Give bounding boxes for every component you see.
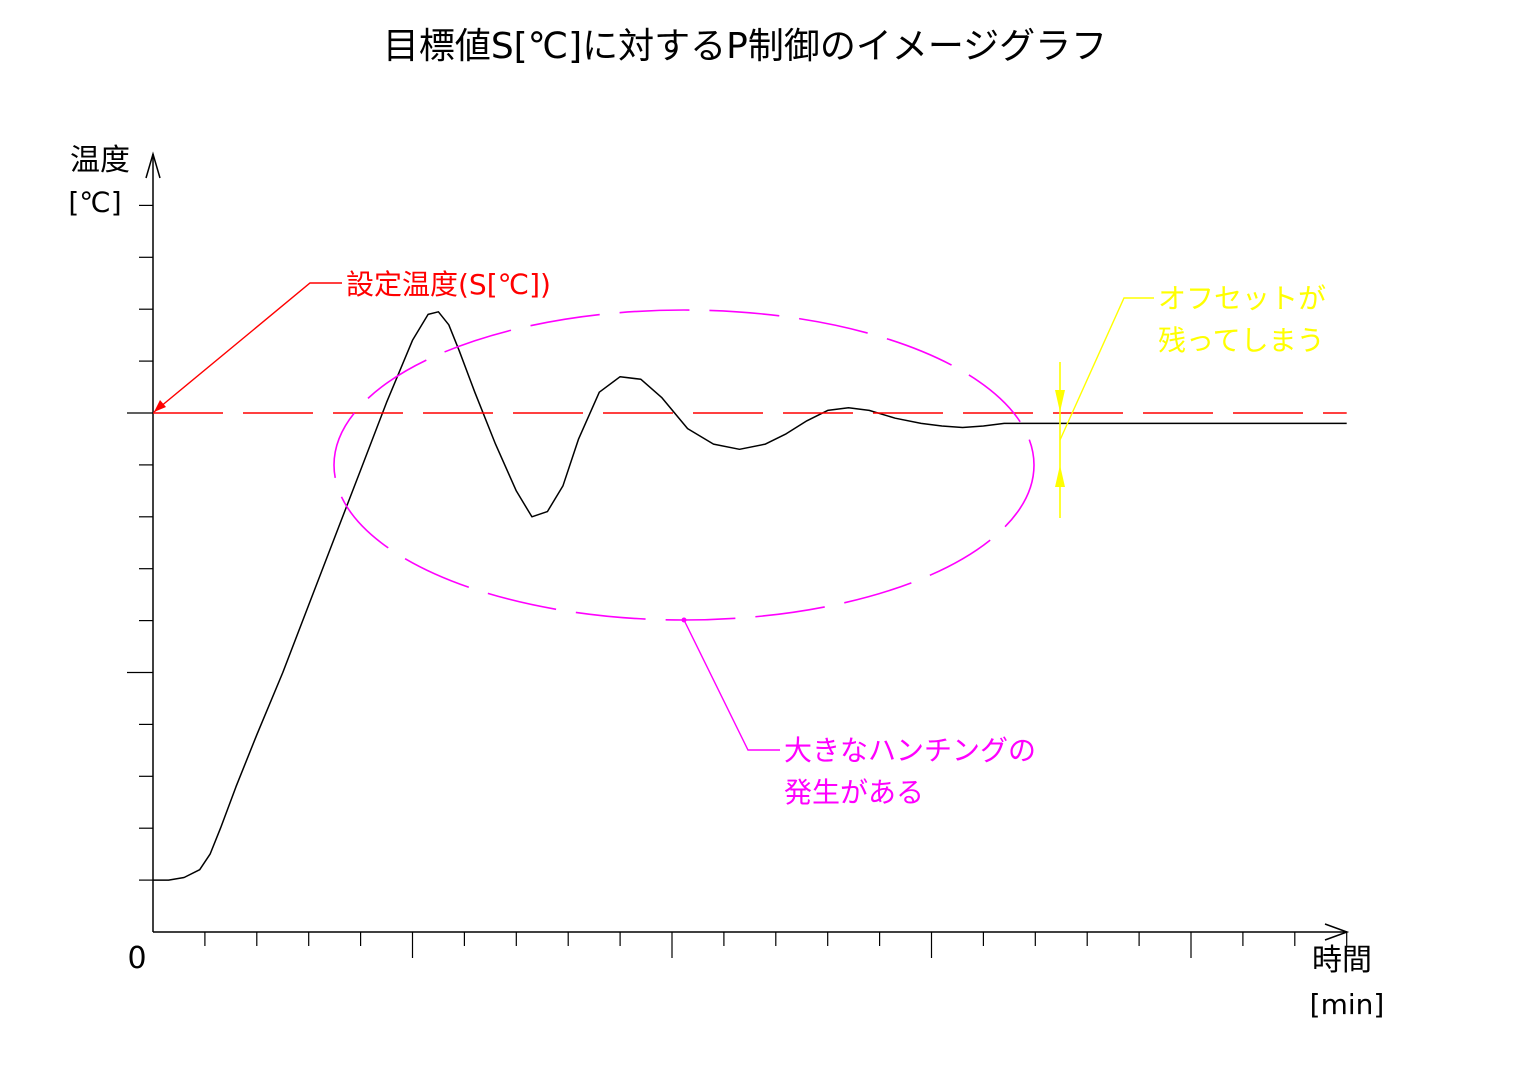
offset-leader-line [1059,297,1154,441]
hunting-leader-dot [681,617,687,623]
offset-arrow-top [1055,390,1065,412]
temperature-response-line [153,311,1347,881]
chart-title: 目標値S[℃]に対するP制御のイメージグラフ [383,26,1107,67]
tick-marks [127,204,1348,958]
hunting-annotation-line1: 大きなハンチングの [784,734,1036,767]
y-axis-arrowhead [145,151,161,179]
x-axis-label: 時間 [1312,943,1372,978]
setpoint-annotation: 設定温度(S[℃]) [346,268,551,301]
axes [145,151,1350,941]
y-axis-unit: [℃] [68,186,121,219]
series-layer [153,311,1347,881]
x-axis-unit: [min] [1310,988,1385,1021]
hunting-annotation-line2: 発生がある [784,776,924,809]
offset-annotation-line1: オフセットが [1158,282,1326,315]
offset-arrow-bottom [1055,465,1065,487]
setpoint-arrowhead [154,400,166,412]
y-axis-label: 温度 [70,143,130,178]
hunting-ellipse [333,309,1035,621]
origin-label: 0 [127,941,146,976]
hunting-leader-line [683,619,780,751]
setpoint-leader-line [153,282,342,413]
offset-annotation-line2: 残ってしまう [1158,324,1325,357]
